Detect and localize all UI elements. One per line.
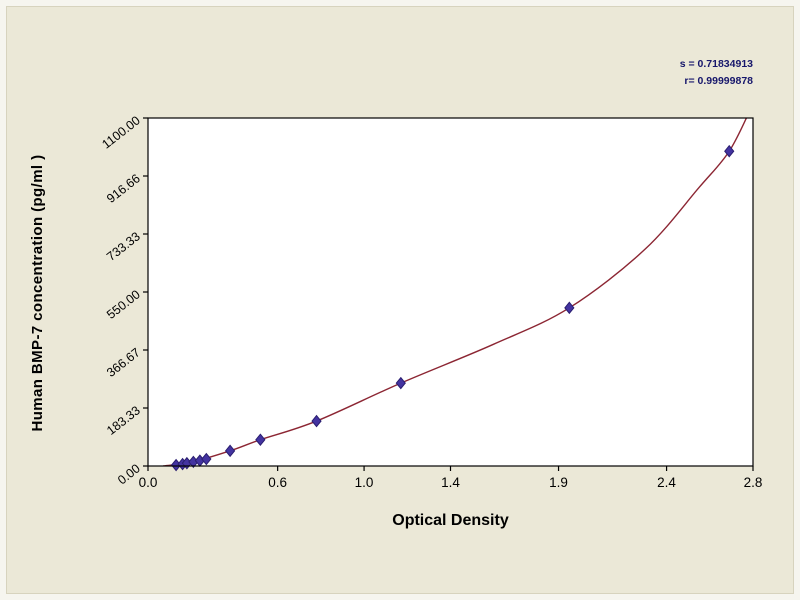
y-tick-label: 366.67 [104,345,143,380]
x-tick-label: 0.0 [139,475,158,490]
fit-statistic-s: s = 0.71834913 [679,58,753,70]
fit-statistic-r: r= 0.99999878 [684,75,753,88]
x-tick-label: 1.0 [355,475,374,490]
x-tick-label: 1.9 [549,475,568,490]
plot-area [148,118,753,466]
y-tick-label: 1100.00 [99,113,143,151]
y-tick-label: 733.33 [104,229,143,264]
data-point-marker [311,414,322,428]
fit-statistics: s = 0.71834913 r= 0.99999878 [680,56,753,91]
x-tick-label: 1.4 [441,475,460,490]
y-tick-label: 550.00 [104,287,143,322]
x-tick-label: 2.8 [744,475,763,490]
y-tick-label: 916.66 [104,171,143,206]
x-tick-label: 2.4 [657,475,676,490]
y-tick-label: 183.33 [104,403,143,438]
data-point-marker [724,144,735,158]
data-point-marker [224,444,236,458]
data-point-marker [564,301,575,315]
data-point-marker [255,433,266,447]
x-tick-label: 0.6 [268,475,287,490]
x-axis-label: Optical Density [392,512,509,529]
data-point-marker [395,376,406,390]
data-point-marker [201,452,212,466]
y-axis-label: Human BMP-7 concentration (pg/ml ) [29,154,46,432]
